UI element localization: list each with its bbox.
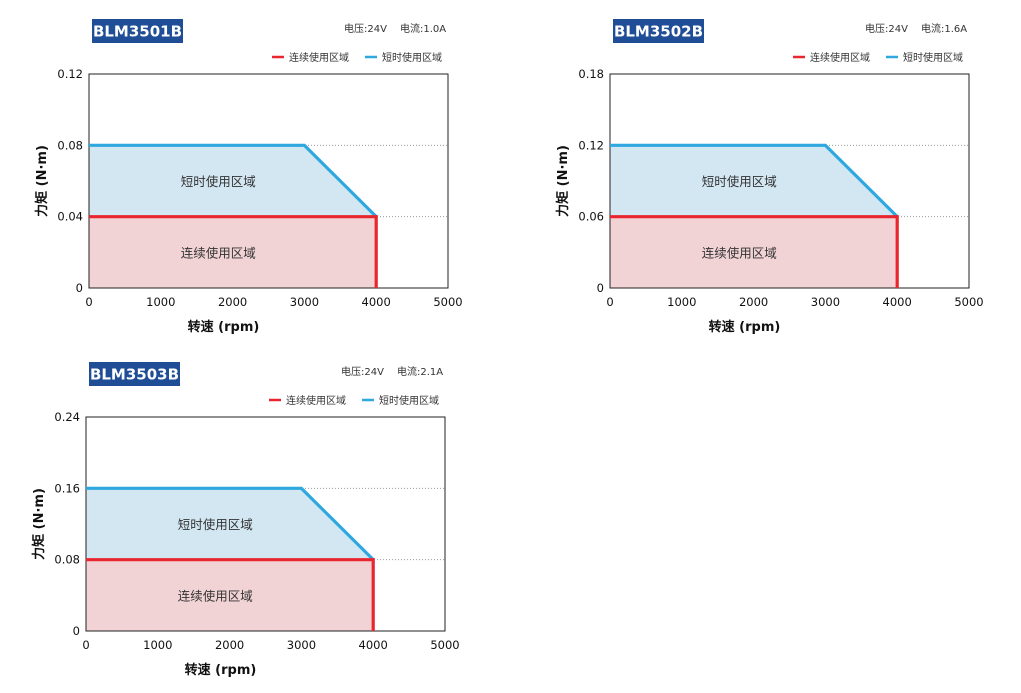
legend: 连续使用区域 短时使用区域 [269, 394, 439, 407]
y-axis-label: 力矩 (N·m) [34, 145, 50, 217]
legend-label-continuous: 连续使用区域 [289, 51, 349, 64]
y-tick-label: 0 [76, 281, 83, 295]
legend-label-short-term: 短时使用区域 [382, 51, 442, 64]
y-tick-label: 0.16 [54, 481, 80, 495]
short-term-line [610, 143, 899, 218]
x-tick-label: 3000 [811, 295, 840, 309]
plot-frame [88, 73, 449, 289]
chart-title: BLM3503B [90, 366, 179, 384]
x-tick-label: 3000 [287, 638, 316, 652]
x-tick-label: 0 [85, 295, 92, 309]
x-tick-label: 4000 [359, 638, 388, 652]
legend: 连续使用区域 短时使用区域 [793, 51, 963, 64]
current-spec: 电流:1.0A [400, 22, 446, 35]
plot-frame [609, 73, 970, 289]
short-term-line [89, 143, 378, 218]
x-axis-label: 转速 (rpm) [709, 319, 781, 335]
short-term-region-label: 短时使用区域 [702, 174, 777, 189]
current-spec: 电流:1.6A [921, 22, 967, 35]
x-tick-label: 1000 [143, 638, 172, 652]
continuous-line [86, 558, 375, 631]
y-tick-label: 0.18 [578, 67, 604, 81]
continuous-line [610, 215, 899, 288]
legend: 连续使用区域 短时使用区域 [272, 51, 442, 64]
continuous-region-label: 连续使用区域 [702, 245, 777, 260]
chart-title: BLM3501B [93, 23, 182, 41]
title-badge [613, 19, 704, 43]
short-term-region-label: 短时使用区域 [178, 517, 253, 532]
x-tick-label: 4000 [883, 295, 912, 309]
legend-label-continuous: 连续使用区域 [286, 394, 346, 407]
x-tick-label: 2000 [739, 295, 768, 309]
legend-label-short-term: 短时使用区域 [903, 51, 963, 64]
x-tick-label: 2000 [218, 295, 247, 309]
x-tick-label: 0 [606, 295, 613, 309]
y-tick-label: 0.08 [54, 553, 80, 567]
x-tick-label: 4000 [362, 295, 391, 309]
y-tick-label: 0.24 [54, 410, 80, 424]
short-term-line [86, 486, 375, 561]
y-tick-label: 0.12 [57, 67, 83, 81]
y-tick-label: 0.04 [57, 210, 83, 224]
x-tick-label: 2000 [215, 638, 244, 652]
x-tick-label: 1000 [146, 295, 175, 309]
continuous-region-label: 连续使用区域 [181, 245, 256, 260]
y-axis-label: 力矩 (N·m) [555, 145, 571, 217]
continuous-region [89, 216, 377, 288]
x-tick-label: 1000 [667, 295, 696, 309]
plot-frame [85, 416, 446, 632]
x-tick-label: 3000 [290, 295, 319, 309]
x-tick-label: 5000 [433, 295, 462, 309]
title-badge [92, 19, 183, 43]
chart-title: BLM3502B [614, 23, 703, 41]
voltage-spec: 电压:24V [341, 365, 384, 378]
voltage-spec: 电压:24V [344, 22, 387, 35]
continuous-region-label: 连续使用区域 [178, 588, 253, 603]
y-tick-label: 0.12 [578, 138, 604, 152]
continuous-line [89, 215, 378, 288]
y-tick-label: 0.08 [57, 138, 83, 152]
x-tick-label: 0 [82, 638, 89, 652]
continuous-region [86, 559, 374, 631]
legend-label-short-term: 短时使用区域 [379, 394, 439, 407]
continuous-region [610, 216, 898, 288]
y-axis-label: 力矩 (N·m) [31, 488, 47, 560]
x-tick-label: 5000 [430, 638, 459, 652]
title-badge [89, 362, 180, 386]
x-axis-label: 转速 (rpm) [185, 662, 257, 678]
y-tick-label: 0 [73, 624, 80, 638]
current-spec: 电流:2.1A [397, 365, 443, 378]
x-tick-label: 5000 [954, 295, 983, 309]
y-tick-label: 0.06 [578, 210, 604, 224]
voltage-spec: 电压:24V [865, 22, 908, 35]
legend-label-continuous: 连续使用区域 [810, 51, 870, 64]
short-term-region-label: 短时使用区域 [181, 174, 256, 189]
y-tick-label: 0 [597, 281, 604, 295]
x-axis-label: 转速 (rpm) [188, 319, 260, 335]
